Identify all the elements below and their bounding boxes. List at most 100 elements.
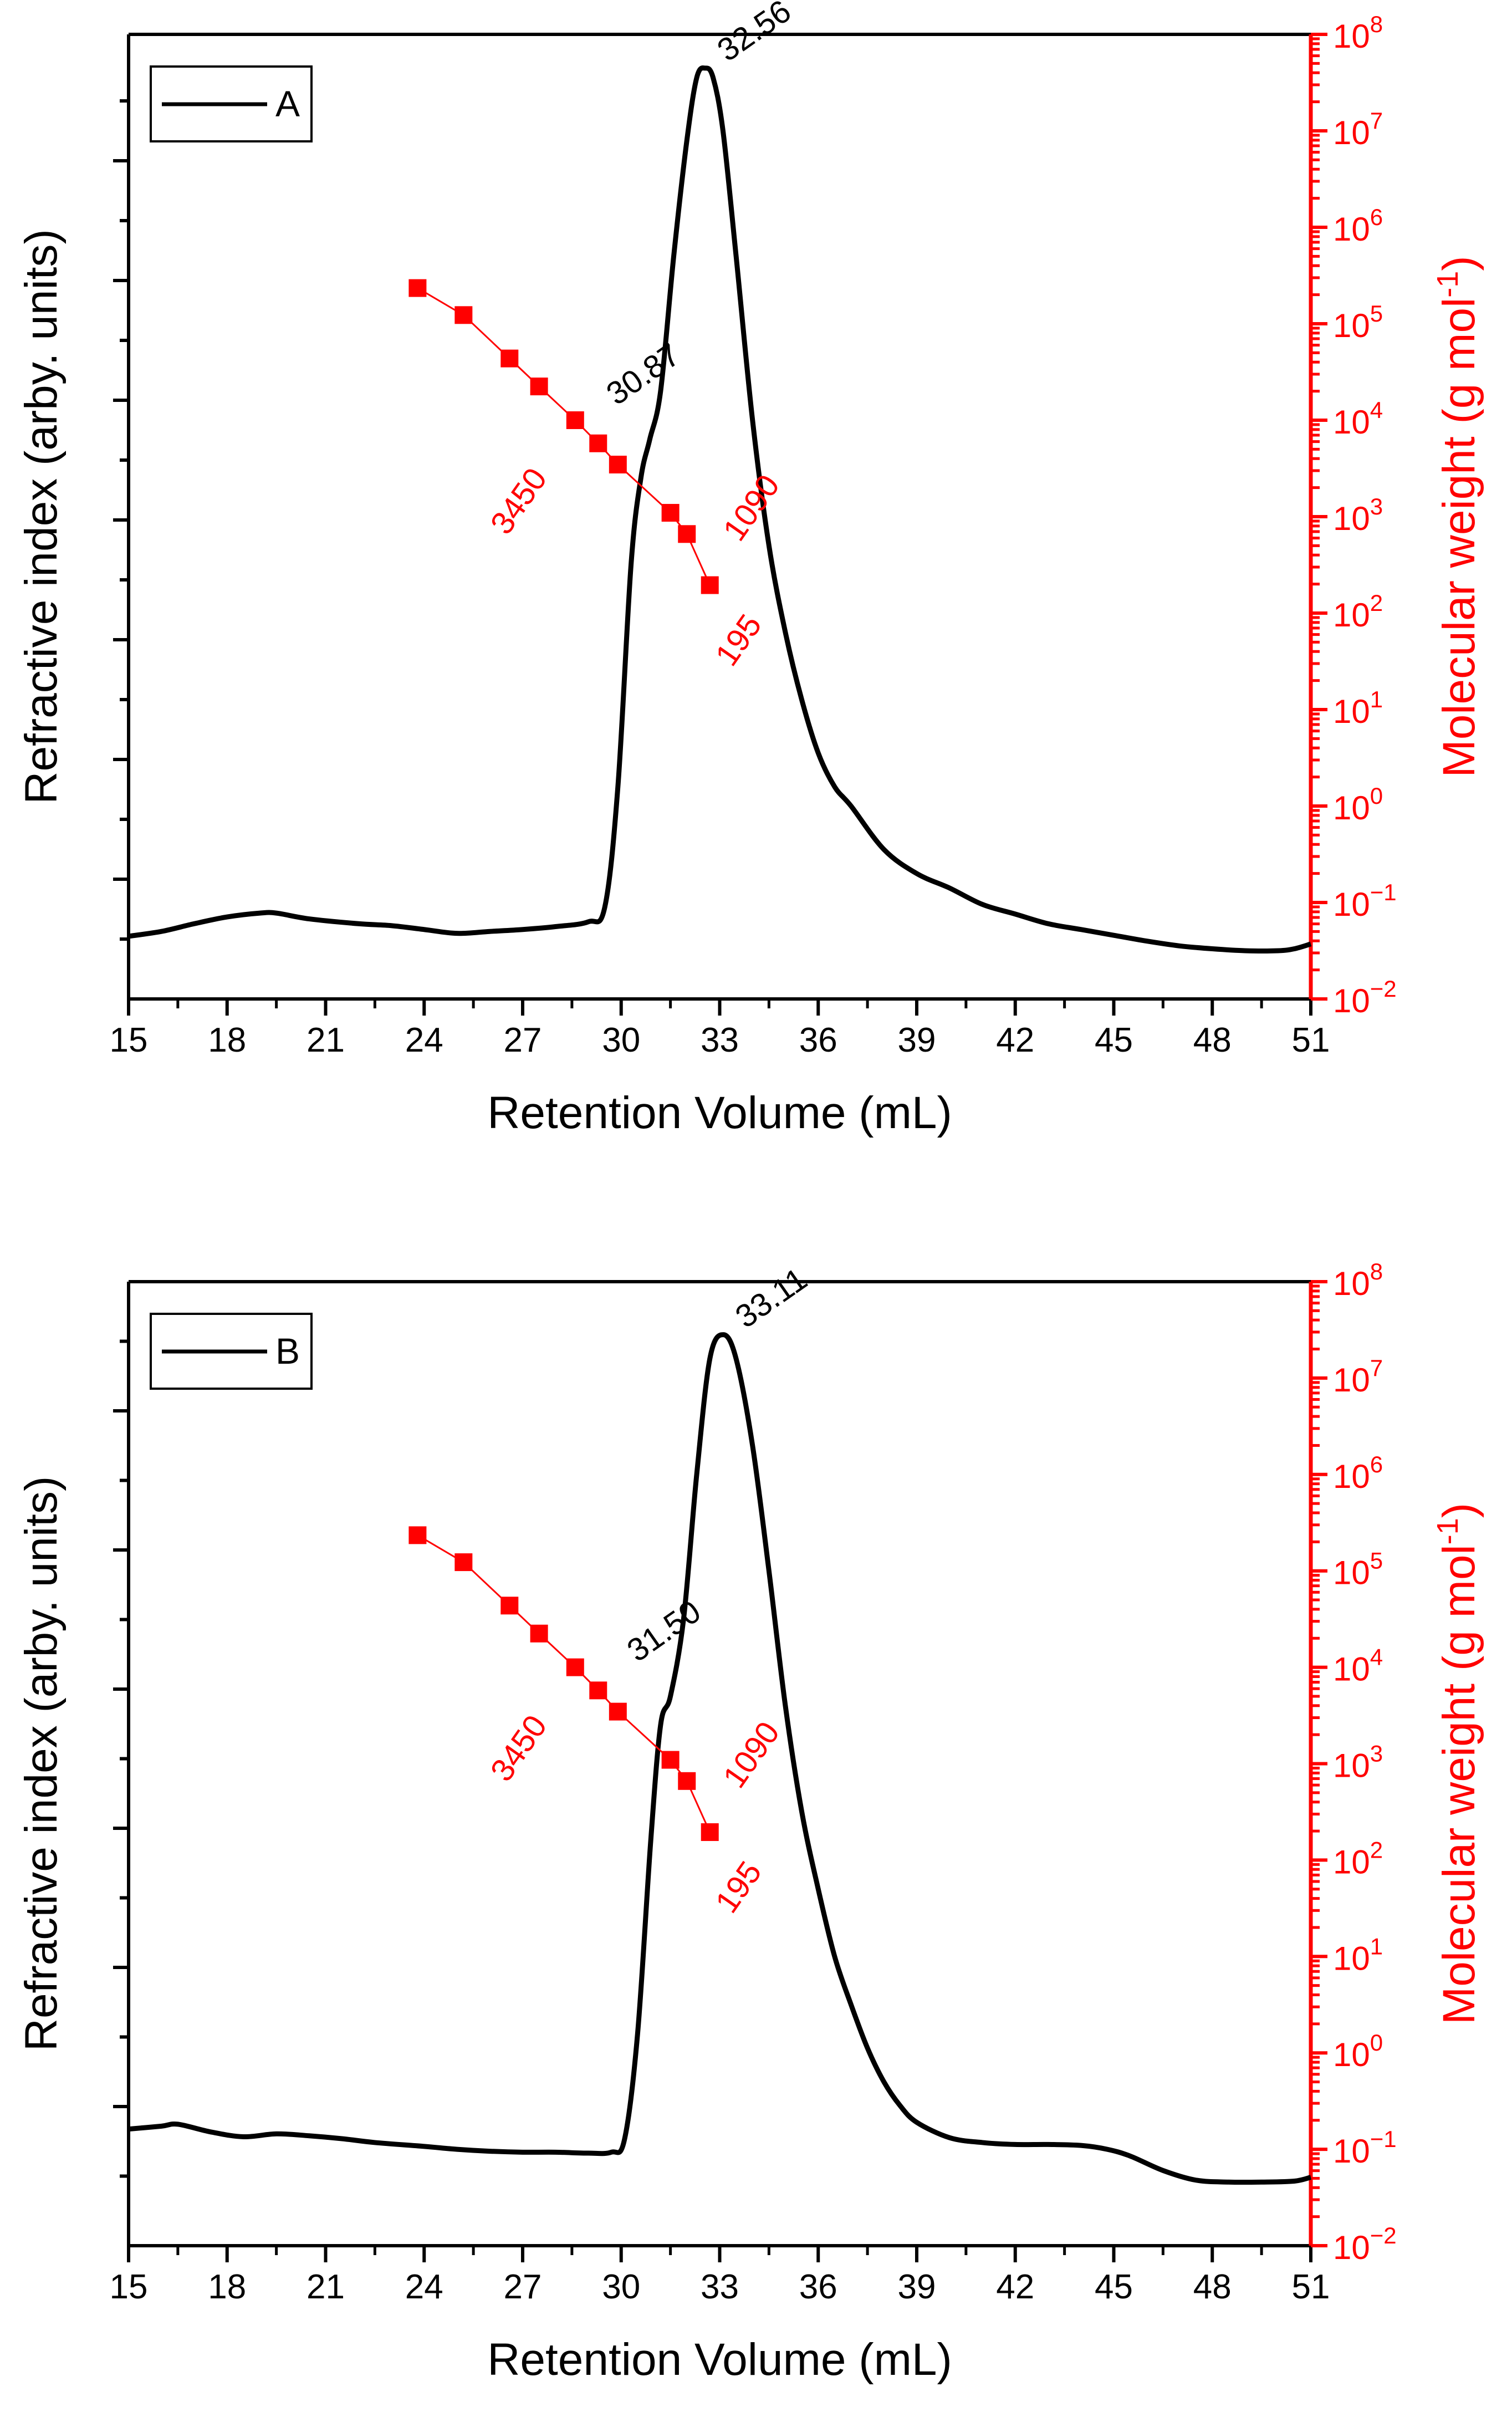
x-tick-label: 45 — [1095, 2268, 1133, 2306]
mw-standard-annotation: 1090 — [716, 468, 786, 548]
tick-exponent: 6 — [1370, 204, 1383, 230]
tick-base: 10 — [1333, 886, 1370, 923]
calibration-point — [701, 576, 719, 594]
y-right-tick-label: 100 — [1333, 783, 1383, 827]
x-tick-label: 15 — [110, 2268, 148, 2306]
tick-base: 10 — [1333, 1651, 1370, 1688]
ri-peak-annotation: 30.87 — [600, 336, 686, 412]
x-tick-label: 48 — [1193, 1021, 1232, 1059]
tick-base: 10 — [1333, 114, 1370, 151]
y-right-tick-label: 108 — [1333, 11, 1383, 55]
tick-base: 10 — [1333, 1361, 1370, 1399]
y-right-tick-label: 103 — [1333, 1741, 1383, 1784]
tick-base: 10 — [1333, 1940, 1370, 1977]
tick-exponent: 1 — [1370, 1933, 1383, 1959]
calibration-point — [609, 456, 627, 474]
ri-trace-line — [128, 65, 1312, 953]
calibration-point — [589, 434, 607, 452]
tick-exponent: −1 — [1370, 879, 1397, 905]
tick-base: 10 — [1333, 18, 1370, 55]
y-right-tick-label: 106 — [1333, 1451, 1383, 1495]
calibration-point — [454, 1553, 473, 1572]
y-right-tick-label: 106 — [1333, 204, 1383, 248]
y-right-tick-label: 10−1 — [1333, 2126, 1397, 2170]
calibration-point — [661, 1751, 680, 1769]
x-axis-title: Retention Volume (mL) — [487, 2334, 952, 2385]
x-tick-label: 30 — [602, 1021, 640, 1059]
tick-exponent: 2 — [1370, 1837, 1383, 1863]
calibration-point — [454, 306, 473, 324]
mw-standard-annotation: 195 — [708, 608, 769, 672]
legend-label: B — [275, 1330, 300, 1371]
calibration-point — [408, 1526, 427, 1544]
y-right-tick-label: 10−2 — [1333, 2222, 1397, 2266]
y-right-tick-label: 108 — [1333, 1258, 1383, 1302]
tick-exponent: 4 — [1370, 397, 1383, 423]
y-right-axis-title: Molecular weight (g mol-1) — [1431, 256, 1484, 777]
x-tick-label: 45 — [1095, 1021, 1133, 1059]
tick-exponent: 7 — [1370, 1355, 1383, 1381]
x-tick-label: 42 — [996, 2268, 1034, 2306]
tick-base: 10 — [1333, 1554, 1370, 1592]
x-tick-label: 33 — [701, 2268, 739, 2306]
y-right-title-sup: -1 — [1431, 271, 1464, 298]
tick-base: 10 — [1333, 2229, 1370, 2266]
x-tick-label: 51 — [1292, 2268, 1330, 2306]
tick-base: 10 — [1333, 1843, 1370, 1880]
x-tick-label: 24 — [405, 1021, 443, 1059]
x-tick-label: 21 — [307, 1021, 345, 1059]
y-left-axis-title: Refractive index (arby. units) — [16, 1476, 67, 2052]
tick-exponent: 6 — [1370, 1451, 1383, 1477]
x-tick-label: 30 — [602, 2268, 640, 2306]
y-right-tick-label: 104 — [1333, 1644, 1383, 1688]
tick-exponent: 3 — [1370, 493, 1383, 519]
calibration-line — [417, 287, 711, 586]
y-right-tick-label: 105 — [1333, 300, 1383, 344]
calibration-point — [500, 349, 519, 368]
tick-base: 10 — [1333, 500, 1370, 537]
tick-base: 10 — [1333, 1747, 1370, 1784]
x-tick-label: 39 — [898, 1021, 936, 1059]
x-tick-label: 18 — [208, 1021, 246, 1059]
tick-exponent: 5 — [1370, 1548, 1383, 1574]
x-tick-label: 21 — [307, 2268, 345, 2306]
y-right-title-end: ) — [1434, 1503, 1484, 1518]
tick-exponent: 1 — [1370, 686, 1383, 712]
y-right-axis-title: Molecular weight (g mol-1) — [1431, 1503, 1484, 2025]
calibration-point — [661, 504, 680, 522]
tick-exponent: −2 — [1370, 2222, 1397, 2248]
x-tick-label: 48 — [1193, 2268, 1232, 2306]
calibration-point — [566, 1658, 584, 1676]
ri-trace-line — [128, 1332, 1312, 2185]
y-right-tick-label: 101 — [1333, 1933, 1383, 1977]
x-tick-label: 51 — [1292, 1021, 1330, 1059]
y-right-tick-label: 104 — [1333, 397, 1383, 441]
tick-exponent: 8 — [1370, 11, 1383, 37]
ri-peak-annotation: 31.50 — [621, 1593, 707, 1669]
y-right-title-end: ) — [1434, 256, 1484, 271]
x-tick-label: 18 — [208, 2268, 246, 2306]
y-right-tick-label: 107 — [1333, 108, 1383, 151]
tick-base: 10 — [1333, 404, 1370, 441]
calibration-point — [609, 1702, 627, 1721]
x-tick-label: 24 — [405, 2268, 443, 2306]
mw-standard-annotation: 1090 — [716, 1715, 786, 1794]
tick-exponent: 0 — [1370, 2029, 1383, 2056]
tick-exponent: 2 — [1370, 590, 1383, 616]
tick-base: 10 — [1333, 789, 1370, 827]
tick-exponent: 4 — [1370, 1644, 1383, 1670]
tick-base: 10 — [1333, 1458, 1370, 1495]
x-tick-label: 42 — [996, 1021, 1034, 1059]
calibration-line — [417, 1534, 711, 1833]
y-right-tick-label: 102 — [1333, 1837, 1383, 1880]
x-tick-label: 15 — [110, 1021, 148, 1059]
y-right-tick-label: 105 — [1333, 1548, 1383, 1592]
x-tick-label: 27 — [504, 1021, 542, 1059]
calibration-point — [530, 378, 548, 396]
x-tick-label: 36 — [799, 1021, 837, 1059]
calibration-point — [701, 1823, 719, 1841]
tick-base: 10 — [1333, 307, 1370, 344]
x-axis-title: Retention Volume (mL) — [487, 1088, 952, 1138]
